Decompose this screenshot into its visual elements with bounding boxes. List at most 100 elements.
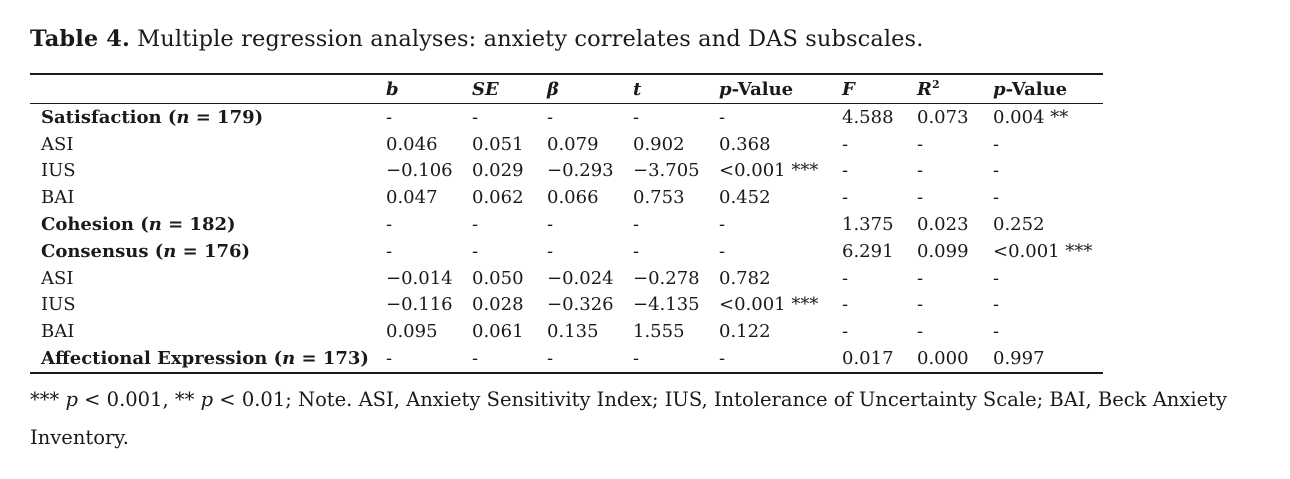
cell-beta: −0.293 xyxy=(547,160,614,182)
header-t: t xyxy=(633,78,642,100)
row-label: Satisfaction (n = 179) xyxy=(41,106,264,128)
cell-model-p-value: 0.252 xyxy=(993,214,1045,236)
cell-t: - xyxy=(633,214,640,236)
cell-beta: 0.066 xyxy=(547,187,599,209)
cell-beta: 0.135 xyxy=(547,321,599,343)
cell-t: −3.705 xyxy=(633,160,700,182)
regression-table: b SE β t p-Value F R2 p-Value Satisfacti… xyxy=(30,73,1103,374)
row-label: Consensus (n = 176) xyxy=(41,240,251,262)
cell-p-value: 0.368 xyxy=(719,133,771,155)
header-se: SE xyxy=(472,78,499,100)
regression-table-container: b SE β t p-Value F R2 p-Value Satisfacti… xyxy=(30,73,1103,374)
cell-beta: −0.326 xyxy=(547,294,614,316)
cell-f: - xyxy=(842,294,849,316)
cell-t: 0.902 xyxy=(633,133,685,155)
cell-r-squared: 0.073 xyxy=(917,106,969,128)
table-row: ASI −0.014 0.050 −0.024 −0.278 0.782 - - - xyxy=(30,265,1103,292)
cell-p-value: - xyxy=(719,106,726,128)
table-row: IUS −0.106 0.029 −0.293 −3.705 <0.001 *** - - - xyxy=(30,158,1103,185)
table-row-group: Affectional Expression (n = 173) - - - - -0.0… xyxy=(30,345,1103,373)
cell-f: - xyxy=(842,133,849,155)
caption-text: Multiple regression analyses: anxiety co… xyxy=(137,26,924,52)
cell-p-value: 0.122 xyxy=(719,321,771,343)
cell-r-squared: - xyxy=(917,160,924,182)
cell-r-squared: - xyxy=(917,321,924,343)
header-f: F xyxy=(842,78,855,100)
cell-b: 0.047 xyxy=(386,187,438,209)
table-footnote: *** p < 0.001, ** p < 0.01; Note. ASI, A… xyxy=(30,388,1227,449)
row-label: IUS xyxy=(41,160,76,182)
table-row: BAI 0.047 0.062 0.066 0.753 0.452 - - - xyxy=(30,184,1103,211)
cell-se: 0.051 xyxy=(472,133,524,155)
cell-model-p-value: - xyxy=(993,133,1000,155)
cell-beta: 0.079 xyxy=(547,133,599,155)
cell-se: - xyxy=(472,106,479,128)
cell-model-p-value: - xyxy=(993,187,1000,209)
cell-r-squared: 0.099 xyxy=(917,240,969,262)
cell-b: - xyxy=(386,106,393,128)
cell-t: −4.135 xyxy=(633,294,700,316)
cell-se: 0.062 xyxy=(472,187,524,209)
header-row: b SE β t p-Value F R2 p-Value xyxy=(30,74,1103,104)
cell-se: 0.061 xyxy=(472,321,524,343)
cell-f: - xyxy=(842,321,849,343)
cell-t: - xyxy=(633,348,640,370)
table-body: Satisfaction (n = 179) - - - - - 4.588 0.073 0.0… xyxy=(30,104,1103,373)
cell-b: −0.116 xyxy=(386,294,453,316)
cell-model-p-value: - xyxy=(993,321,1000,343)
cell-r-squared: - xyxy=(917,267,924,289)
cell-b: −0.106 xyxy=(386,160,453,182)
cell-se: 0.050 xyxy=(472,267,524,289)
table-row-group: Cohesion (n = 182) - - - - - 1.375 0.023 0.252 xyxy=(30,211,1103,238)
row-label: Affectional Expression (n = 173) xyxy=(41,348,369,370)
caption-label: Table 4. xyxy=(30,26,130,52)
row-label: ASI xyxy=(41,267,74,289)
header-model-p-value: p-Value xyxy=(993,78,1068,100)
cell-b: - xyxy=(386,240,393,262)
cell-model-p-value: 0.997 xyxy=(993,348,1045,370)
cell-f: - xyxy=(842,187,849,209)
table-row-group: Satisfaction (n = 179) - - - - - 4.588 0.073 0.0… xyxy=(30,104,1103,131)
cell-r-squared: 0.023 xyxy=(917,214,969,236)
cell-p-value: <0.001 *** xyxy=(719,160,819,182)
cell-t: −0.278 xyxy=(633,267,700,289)
cell-beta: - xyxy=(547,214,554,236)
header-p-value: p-Value xyxy=(719,78,794,100)
cell-f: - xyxy=(842,160,849,182)
cell-model-p-value: - xyxy=(993,294,1000,316)
row-label: Cohesion (n = 182) xyxy=(41,214,236,236)
cell-beta: - xyxy=(547,106,554,128)
cell-se: - xyxy=(472,240,479,262)
header-b: b xyxy=(386,78,399,100)
cell-f: - xyxy=(842,267,849,289)
cell-model-p-value: 0.004 ** xyxy=(993,106,1069,128)
cell-f: 6.291 xyxy=(842,240,894,262)
header-r-squared: R2 xyxy=(917,78,940,100)
cell-f: 4.588 xyxy=(842,106,894,128)
cell-b: 0.095 xyxy=(386,321,438,343)
table-row: IUS −0.116 0.028 −0.326 −4.135 <0.001 *** - - - xyxy=(30,292,1103,319)
table-row-group: Consensus (n = 176) - - - - - 6.291 0.099 <0.001… xyxy=(30,238,1103,265)
cell-r-squared: 0.000 xyxy=(917,348,969,370)
row-label: BAI xyxy=(41,321,75,343)
cell-t: - xyxy=(633,240,640,262)
cell-beta: - xyxy=(547,348,554,370)
row-label: ASI xyxy=(41,133,74,155)
cell-se: 0.029 xyxy=(472,160,524,182)
cell-p-value: 0.782 xyxy=(719,267,771,289)
cell-se: - xyxy=(472,348,479,370)
cell-b: 0.046 xyxy=(386,133,438,155)
cell-model-p-value: <0.001 *** xyxy=(993,240,1093,262)
header-variable xyxy=(30,74,386,104)
cell-p-value: - xyxy=(719,214,726,236)
cell-se: 0.028 xyxy=(472,294,524,316)
cell-r-squared: - xyxy=(917,187,924,209)
cell-b: - xyxy=(386,214,393,236)
cell-r-squared: - xyxy=(917,294,924,316)
cell-beta: - xyxy=(547,240,554,262)
cell-p-value: <0.001 *** xyxy=(719,294,819,316)
cell-p-value: 0.452 xyxy=(719,187,771,209)
cell-model-p-value: - xyxy=(993,160,1000,182)
cell-f: 1.375 xyxy=(842,214,894,236)
row-label: BAI xyxy=(41,187,75,209)
